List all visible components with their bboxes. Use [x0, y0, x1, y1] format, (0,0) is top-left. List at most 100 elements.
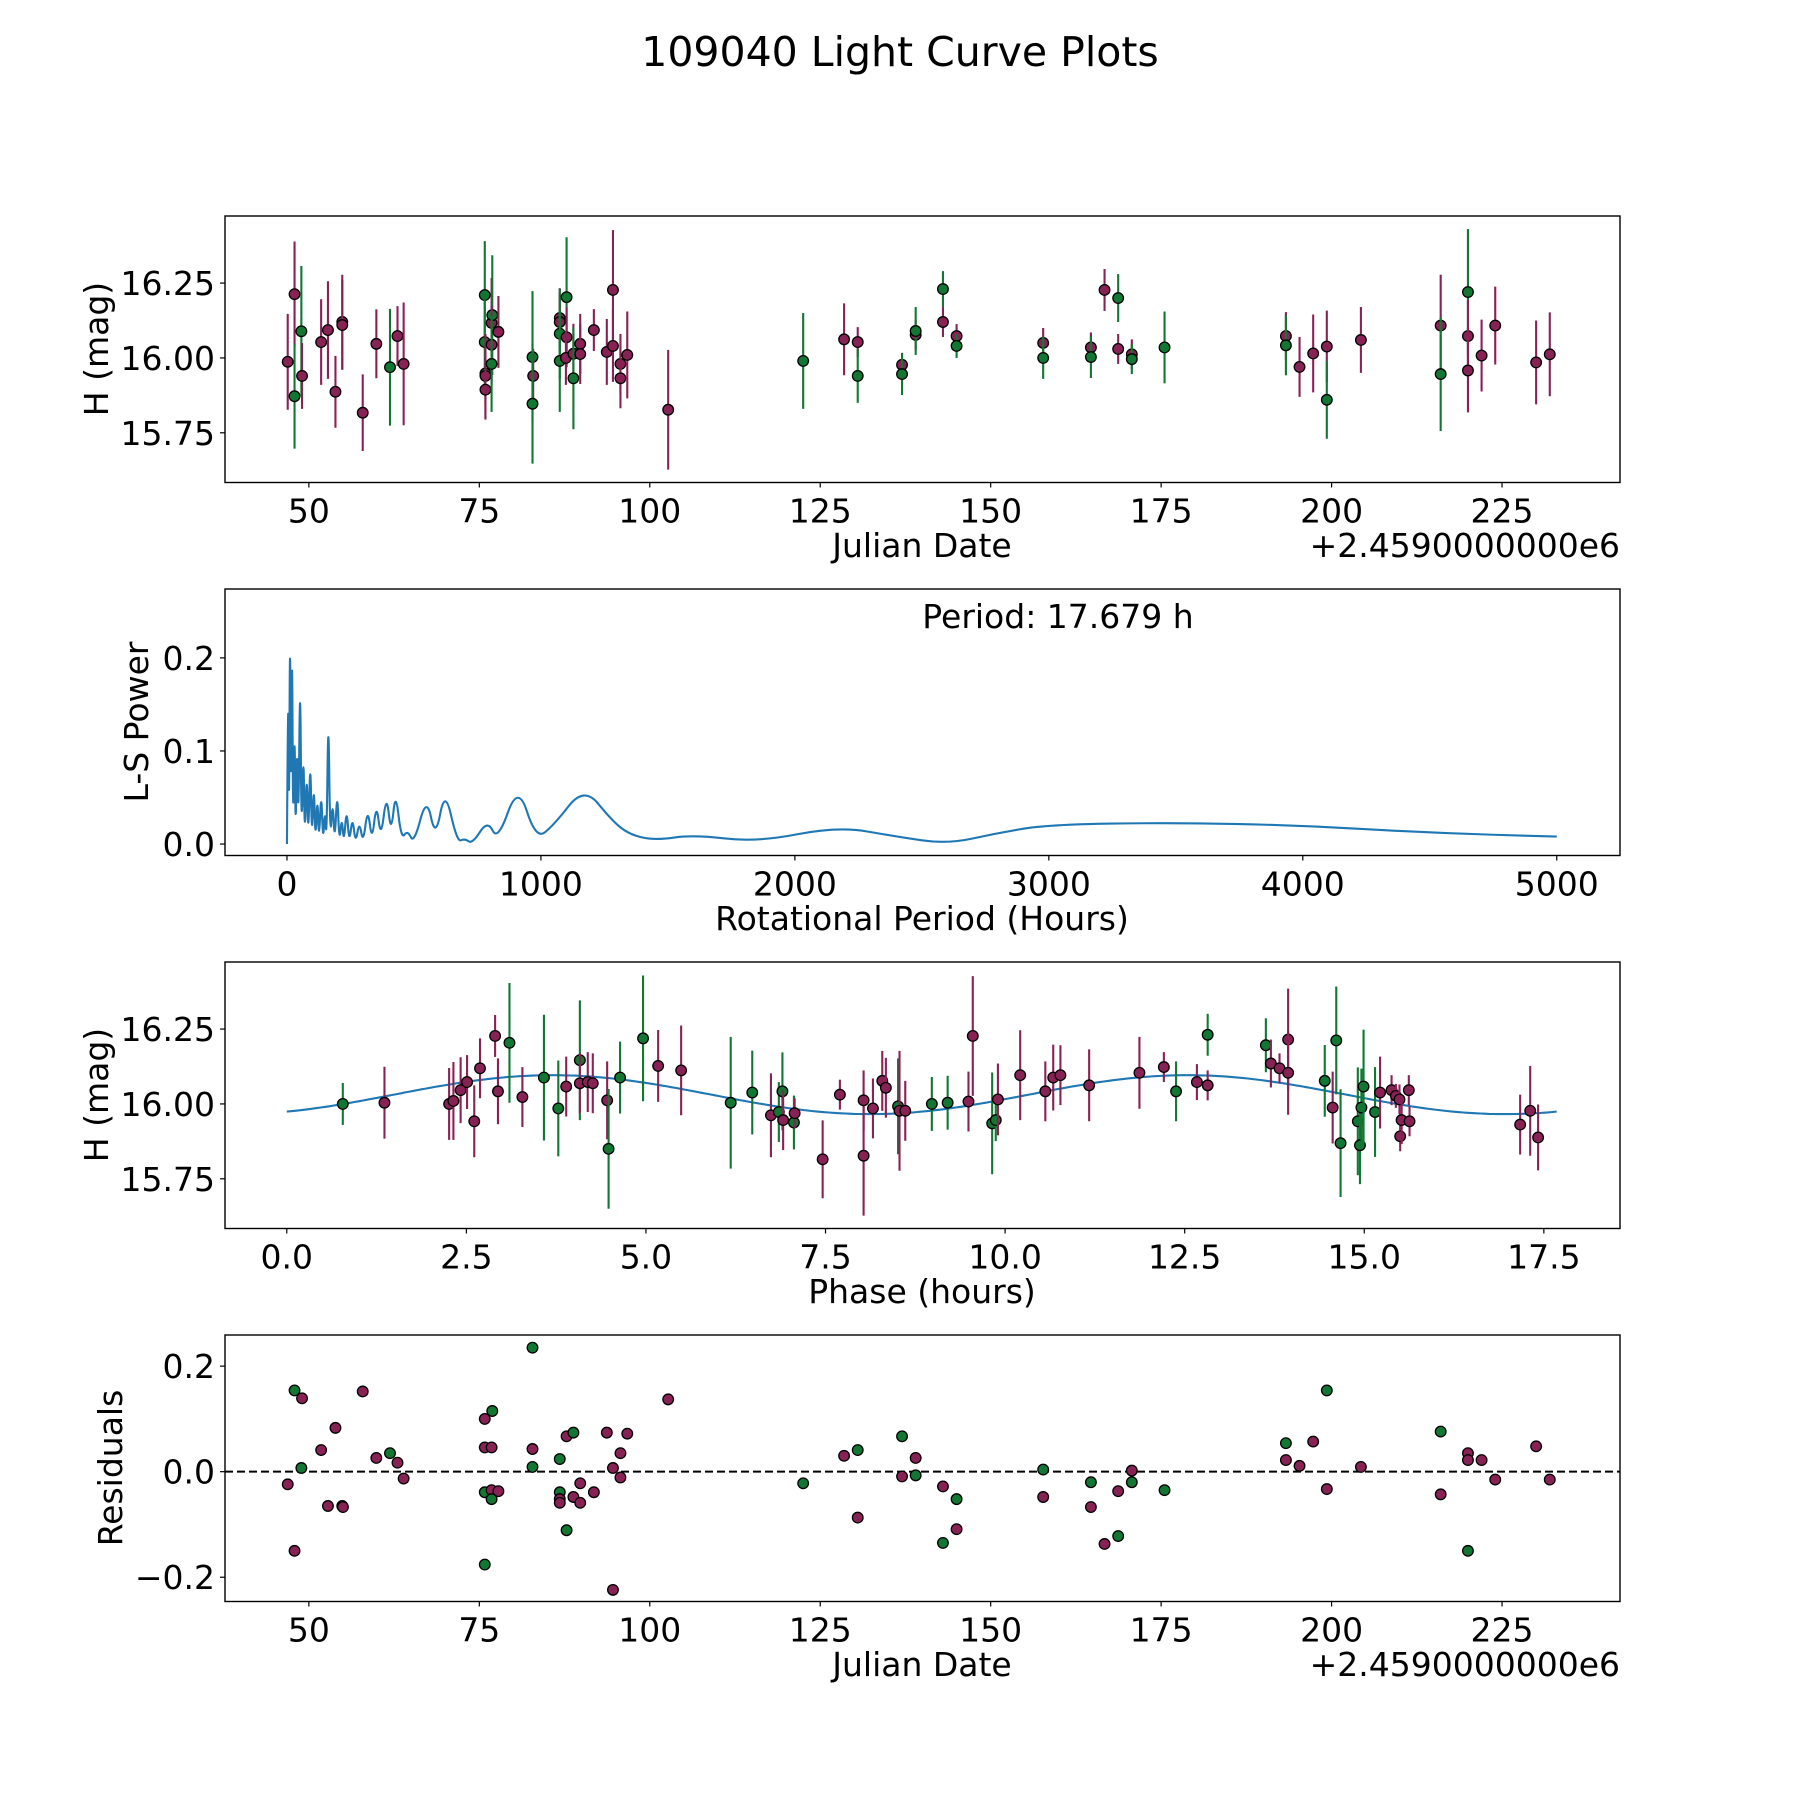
x-tick-label: 0.0 — [261, 1238, 313, 1277]
panel-light-curve: 50 75 100 125 150 175 200 225 15.75 16.00 16.25 Ju… — [77, 215, 1621, 565]
data-point — [614, 1071, 627, 1084]
data-point — [1279, 339, 1292, 352]
data-point — [553, 1453, 566, 1465]
data-point — [397, 357, 410, 370]
data-point — [1524, 1104, 1537, 1117]
x-tick-label: 3000 — [1007, 865, 1091, 904]
data-point — [909, 1469, 922, 1482]
data-point — [1326, 1101, 1339, 1114]
period-annotation: Period: 17.679 h — [922, 597, 1193, 636]
data-point — [1402, 1084, 1415, 1097]
data-point — [295, 325, 308, 338]
data-point — [614, 372, 627, 385]
x-offset-text: +2.4590000000e6 — [1310, 526, 1620, 565]
data-point — [489, 1030, 502, 1042]
data-point — [296, 369, 308, 382]
x-tick-label: 5.0 — [620, 1238, 672, 1277]
data-point — [1434, 368, 1447, 381]
data-point — [1530, 1440, 1543, 1453]
data-point — [966, 1030, 979, 1042]
data-point — [574, 1477, 587, 1490]
data-point — [724, 1096, 737, 1109]
data-point — [614, 1471, 627, 1484]
panel-residuals: 50 75 100 125 150 175 200 225 −0.2 0.0 0.2 Julian … — [91, 1334, 1621, 1684]
x-tick-label: 7.5 — [799, 1238, 851, 1277]
data-point — [560, 1524, 573, 1537]
data-point — [788, 1107, 801, 1120]
data-point — [937, 1480, 949, 1493]
data-point — [1084, 1501, 1097, 1513]
y-tick-label: 16.25 — [121, 1010, 215, 1049]
data-point — [621, 1427, 634, 1440]
data-point — [1462, 286, 1474, 299]
x-tick-label: 15.0 — [1328, 1238, 1401, 1277]
data-point — [637, 1032, 650, 1045]
data-point — [607, 340, 619, 352]
data-point — [1259, 1039, 1272, 1052]
data-point — [1037, 351, 1050, 364]
data-point — [478, 1412, 491, 1425]
data-point — [485, 1441, 498, 1454]
data-point — [1112, 343, 1125, 355]
data-point — [574, 1496, 587, 1509]
data-point — [315, 336, 328, 349]
data-point — [1125, 353, 1138, 366]
data-point — [1489, 319, 1502, 332]
data-point — [337, 1501, 349, 1513]
data-point — [1393, 1093, 1406, 1106]
data-point — [370, 1452, 383, 1464]
x-axis-label: Rotational Period (Hours) — [715, 899, 1129, 938]
x-tick-label: 50 — [288, 1611, 330, 1650]
data-point — [567, 372, 580, 385]
data-point — [474, 1062, 486, 1075]
data-point — [1084, 351, 1097, 363]
x-axis-label: Phase (hours) — [808, 1272, 1036, 1311]
panel-periodogram: 0 1000 2000 3000 4000 5000 0.0 0.1 0.2 Period: 1… — [117, 588, 1621, 938]
data-point — [1125, 1476, 1138, 1489]
axes-frame — [224, 1334, 1621, 1603]
data-point — [1112, 1485, 1125, 1498]
x-tick-label: 1000 — [499, 865, 583, 904]
data-point — [1125, 1464, 1138, 1477]
data-point — [950, 1493, 963, 1506]
data-point — [526, 397, 539, 410]
data-point — [1320, 340, 1333, 353]
data-point — [1190, 1076, 1203, 1089]
data-point — [1037, 1463, 1050, 1476]
x-axis-label: Julian Date — [830, 1645, 1012, 1684]
data-point — [879, 1081, 892, 1094]
data-point — [295, 1462, 308, 1474]
data-point — [851, 1444, 864, 1456]
data-point — [492, 325, 505, 338]
data-point — [941, 1096, 954, 1109]
data-point — [1112, 1530, 1125, 1543]
data-point — [1434, 1488, 1447, 1501]
x-tick-label: 225 — [1471, 1611, 1534, 1650]
data-point — [662, 403, 675, 416]
data-point — [461, 1076, 474, 1089]
data-point — [296, 1392, 308, 1405]
x-tick-label: 2.5 — [440, 1238, 492, 1277]
data-point — [1037, 1491, 1050, 1503]
data-point — [1157, 1061, 1170, 1074]
data-point — [281, 1478, 294, 1491]
x-tick-label: 5000 — [1515, 865, 1599, 904]
data-point — [1475, 1454, 1488, 1467]
data-point — [478, 1558, 491, 1571]
data-point — [537, 1071, 550, 1084]
data-point — [1084, 1476, 1097, 1489]
data-point — [468, 1115, 481, 1128]
panel-phase-folded: 0.0 2.5 5.0 7.5 10.0 12.5 15.0 17.5 15.75 16.00 16… — [77, 961, 1621, 1311]
data-point — [925, 1097, 938, 1110]
data-point — [1133, 1066, 1146, 1079]
data-point — [833, 1088, 846, 1101]
data-point — [1543, 1473, 1556, 1486]
data-point — [288, 390, 301, 403]
data-point — [991, 1093, 1004, 1106]
data-point — [447, 1094, 460, 1107]
x-axis-label: Julian Date — [830, 526, 1012, 565]
data-point — [1532, 1131, 1545, 1144]
data-point — [989, 1114, 1002, 1127]
data-point — [1201, 1028, 1214, 1041]
data-point — [909, 1452, 922, 1464]
